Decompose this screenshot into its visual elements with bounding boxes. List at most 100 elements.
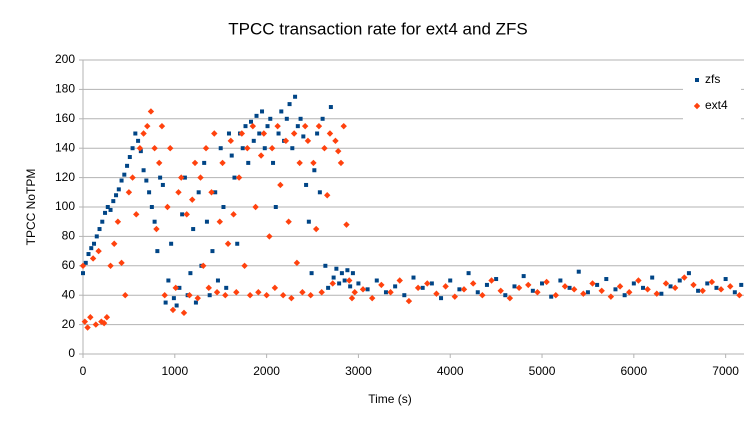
data-point (202, 160, 207, 165)
data-point (466, 271, 471, 276)
data-point (127, 155, 132, 160)
data-point (279, 109, 284, 114)
data-point (644, 286, 651, 293)
data-point (475, 290, 480, 295)
data-point (133, 211, 140, 218)
data-point (224, 240, 232, 247)
data-point (442, 283, 449, 290)
data-point (244, 145, 251, 152)
x-axis-title: Time (s) (368, 392, 412, 406)
data-point (153, 225, 160, 233)
data-point (309, 271, 314, 276)
data-point (191, 227, 196, 232)
data-point (211, 130, 218, 137)
data-point (257, 152, 265, 159)
data-point (235, 174, 243, 181)
data-point (334, 266, 339, 271)
data-point (86, 252, 91, 257)
data-point (396, 277, 403, 284)
data-point (359, 286, 367, 293)
data-point (497, 287, 504, 294)
data-point (202, 145, 210, 152)
data-point (287, 102, 292, 107)
data-point (241, 262, 248, 269)
y-tick-label: 180 (55, 82, 75, 96)
data-point (288, 294, 295, 302)
data-point (229, 153, 234, 158)
data-point (595, 282, 600, 287)
data-point (254, 113, 259, 118)
data-point (230, 211, 237, 218)
data-point (129, 174, 136, 181)
data-point (197, 174, 204, 181)
data-point (92, 321, 100, 328)
data-point (315, 131, 320, 136)
data-point (282, 137, 290, 145)
data-point (105, 205, 110, 209)
legend-label: zfs (705, 72, 720, 86)
data-point (411, 275, 416, 280)
data-point (439, 296, 444, 301)
data-point (708, 278, 716, 286)
data-point (348, 284, 353, 289)
data-point (337, 281, 342, 286)
data-point (174, 303, 179, 308)
data-point (326, 130, 334, 137)
data-point (351, 289, 358, 296)
data-point (662, 280, 670, 287)
data-point (180, 309, 188, 317)
x-tick-label: 7000 (712, 364, 739, 378)
data-point (650, 275, 655, 280)
y-tick-label: 100 (55, 199, 75, 213)
data-point (94, 234, 99, 239)
data-point (125, 189, 133, 196)
data-point (243, 124, 248, 129)
data-point (79, 262, 87, 269)
data-point (521, 274, 526, 279)
data-point (260, 109, 265, 114)
data-point (276, 131, 281, 136)
data-point (306, 219, 311, 224)
data-point (125, 163, 130, 168)
data-point (312, 168, 317, 173)
data-point (196, 190, 201, 195)
data-point (213, 190, 218, 195)
data-point (479, 292, 486, 299)
data-point (207, 293, 212, 298)
data-point (543, 278, 550, 286)
data-point (155, 249, 160, 254)
data-point (635, 277, 642, 284)
data-point (136, 145, 144, 152)
data-point (290, 130, 298, 137)
data-point (686, 271, 691, 276)
data-point (570, 286, 578, 293)
data-point (84, 324, 91, 331)
x-tick-label: 0 (80, 364, 87, 378)
data-point (732, 290, 737, 295)
data-point (622, 293, 627, 298)
data-point (246, 292, 254, 299)
data-point (616, 283, 624, 290)
data-point (271, 284, 279, 292)
data-point (167, 145, 174, 152)
data-point (92, 241, 97, 246)
data-point (255, 289, 262, 296)
data-point (469, 280, 477, 287)
data-point (107, 262, 114, 269)
data-point (97, 227, 102, 232)
data-point (122, 172, 127, 177)
data-point (177, 285, 182, 290)
data-point (717, 286, 725, 293)
data-point (227, 137, 235, 145)
data-point (136, 138, 141, 143)
data-point (260, 130, 268, 137)
data-point (424, 280, 431, 287)
data-point (285, 218, 292, 225)
data-point (460, 286, 468, 293)
data-point (271, 160, 276, 165)
data-point (346, 277, 353, 284)
data-point (290, 146, 295, 151)
data-point (420, 285, 425, 290)
data-point (736, 292, 743, 299)
